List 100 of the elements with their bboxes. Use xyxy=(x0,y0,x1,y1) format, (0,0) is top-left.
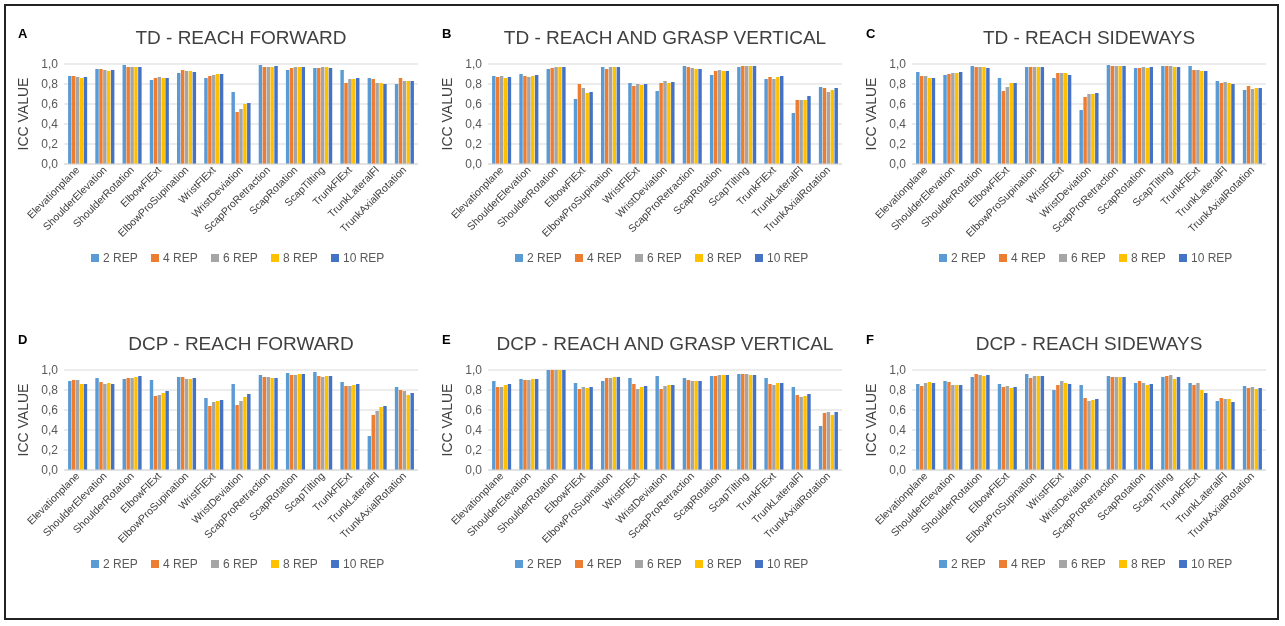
bar xyxy=(655,91,659,164)
y-tick-label: 0,2 xyxy=(465,137,483,152)
legend-label: 10 REP xyxy=(767,557,809,571)
bar xyxy=(527,380,531,470)
bar xyxy=(1200,71,1204,164)
bar xyxy=(986,68,990,164)
bar xyxy=(138,67,142,164)
legend-label: 4 REP xyxy=(1011,251,1046,265)
bar xyxy=(776,77,780,164)
bar xyxy=(799,397,803,470)
bar xyxy=(313,68,317,164)
bar xyxy=(68,76,72,164)
bar xyxy=(126,67,130,164)
bar xyxy=(103,70,107,164)
bar xyxy=(764,378,768,470)
text: B xyxy=(442,26,452,41)
legend-label: 10 REP xyxy=(1191,251,1233,265)
bar xyxy=(344,83,348,164)
bar xyxy=(523,76,527,164)
bar xyxy=(270,67,274,164)
bar xyxy=(764,79,768,164)
chart-title: TD - REACH FORWARD xyxy=(135,27,347,48)
bar xyxy=(99,69,103,164)
y-tick-label: 0,0 xyxy=(889,157,907,172)
y-tick-label: 0,2 xyxy=(41,443,59,458)
legend-label: 2 REP xyxy=(103,251,138,265)
bar xyxy=(527,77,531,164)
bar xyxy=(916,72,920,164)
bar xyxy=(1223,399,1227,470)
legend-label: 10 REP xyxy=(1191,557,1233,571)
bar xyxy=(1009,83,1013,164)
y-tick-label: 0,4 xyxy=(889,117,907,132)
bar xyxy=(134,377,138,470)
bar xyxy=(165,391,169,470)
y-tick-label: 0,6 xyxy=(41,97,59,112)
bar xyxy=(204,398,208,470)
bar xyxy=(138,376,142,470)
bar xyxy=(379,407,383,470)
bar xyxy=(95,378,99,470)
bar xyxy=(523,380,527,470)
bar xyxy=(1196,70,1200,164)
bar xyxy=(1227,399,1231,470)
bar xyxy=(1118,377,1122,470)
bar xyxy=(628,83,632,164)
bar xyxy=(1161,66,1165,164)
bar xyxy=(340,70,344,164)
legend-label: 2 REP xyxy=(527,251,562,265)
bar xyxy=(1200,390,1204,470)
y-tick-label: 0,6 xyxy=(465,97,483,112)
bar xyxy=(589,387,593,470)
bar xyxy=(1231,84,1235,164)
legend-label: 8 REP xyxy=(283,251,318,265)
bar xyxy=(554,370,558,470)
bar xyxy=(585,388,589,470)
bar xyxy=(317,376,321,470)
y-tick-label: 1,0 xyxy=(889,363,907,378)
y-tick-label: 0,4 xyxy=(41,117,59,132)
y-axis-title: ICC VALUE xyxy=(439,383,455,457)
bar xyxy=(95,69,99,164)
bar xyxy=(951,73,955,164)
bar xyxy=(978,67,982,164)
bar xyxy=(1013,387,1017,470)
bar xyxy=(1052,390,1056,470)
bar xyxy=(558,370,562,470)
y-axis-title: ICC VALUE xyxy=(15,383,31,457)
legend-label: 2 REP xyxy=(951,251,986,265)
bar xyxy=(741,66,745,164)
bar xyxy=(916,384,920,470)
bar xyxy=(562,370,566,470)
bar xyxy=(667,83,671,164)
bar xyxy=(1079,110,1083,164)
bar xyxy=(1095,399,1099,470)
chart-title: TD - REACH SIDEWAYS xyxy=(982,27,1196,48)
bar xyxy=(768,77,772,164)
bar xyxy=(671,385,675,470)
bar xyxy=(1083,398,1087,470)
bar xyxy=(772,79,776,164)
bar xyxy=(1192,70,1196,164)
bar xyxy=(383,406,387,470)
bar xyxy=(803,396,807,470)
bar xyxy=(947,382,951,470)
bar xyxy=(550,370,554,470)
text: D xyxy=(18,332,28,347)
bar xyxy=(737,374,741,470)
bar xyxy=(492,76,496,164)
bar xyxy=(130,67,134,164)
bar xyxy=(270,378,274,470)
bar xyxy=(1227,83,1231,164)
bar xyxy=(628,378,632,470)
bar xyxy=(519,379,523,470)
legend-label: 10 REP xyxy=(343,557,385,571)
bar xyxy=(1095,93,1099,164)
bar xyxy=(550,68,554,164)
legend-label: 4 REP xyxy=(163,251,198,265)
bar xyxy=(208,406,212,470)
bar xyxy=(1091,94,1095,164)
bar xyxy=(130,378,134,470)
bar xyxy=(99,382,103,470)
bar xyxy=(671,82,675,164)
bar xyxy=(231,384,235,470)
